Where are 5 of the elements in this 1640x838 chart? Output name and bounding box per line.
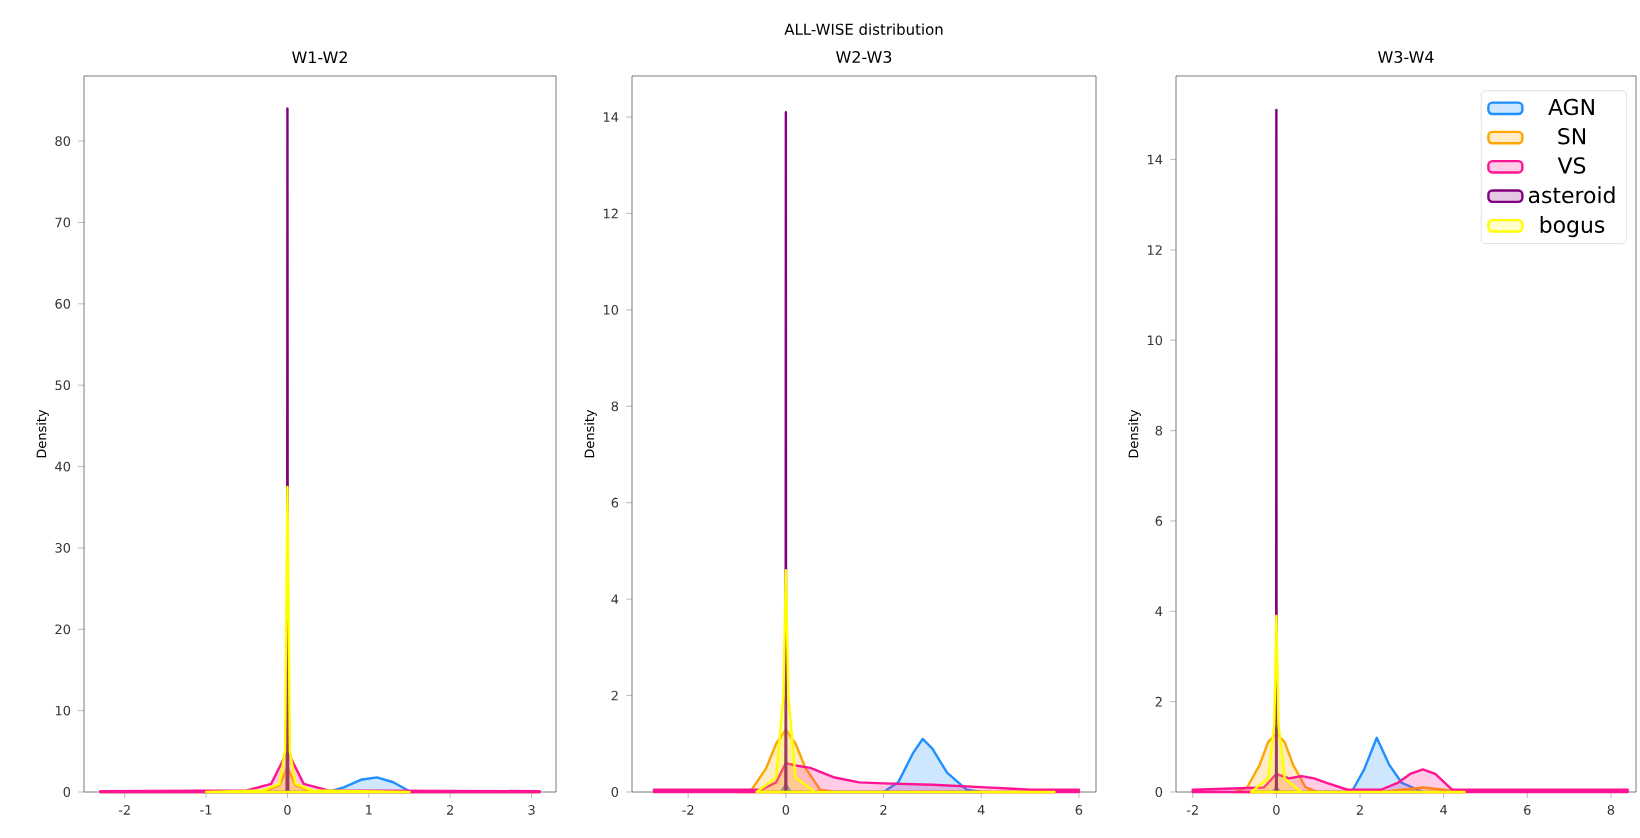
- legend-label: asteroid: [1528, 186, 1615, 204]
- legend-label: bogus: [1540, 215, 1605, 238]
- legend-label: AGN: [1548, 98, 1594, 116]
- legend-label: SN: [1558, 127, 1586, 145]
- legend-label: VS: [1557, 157, 1586, 174]
